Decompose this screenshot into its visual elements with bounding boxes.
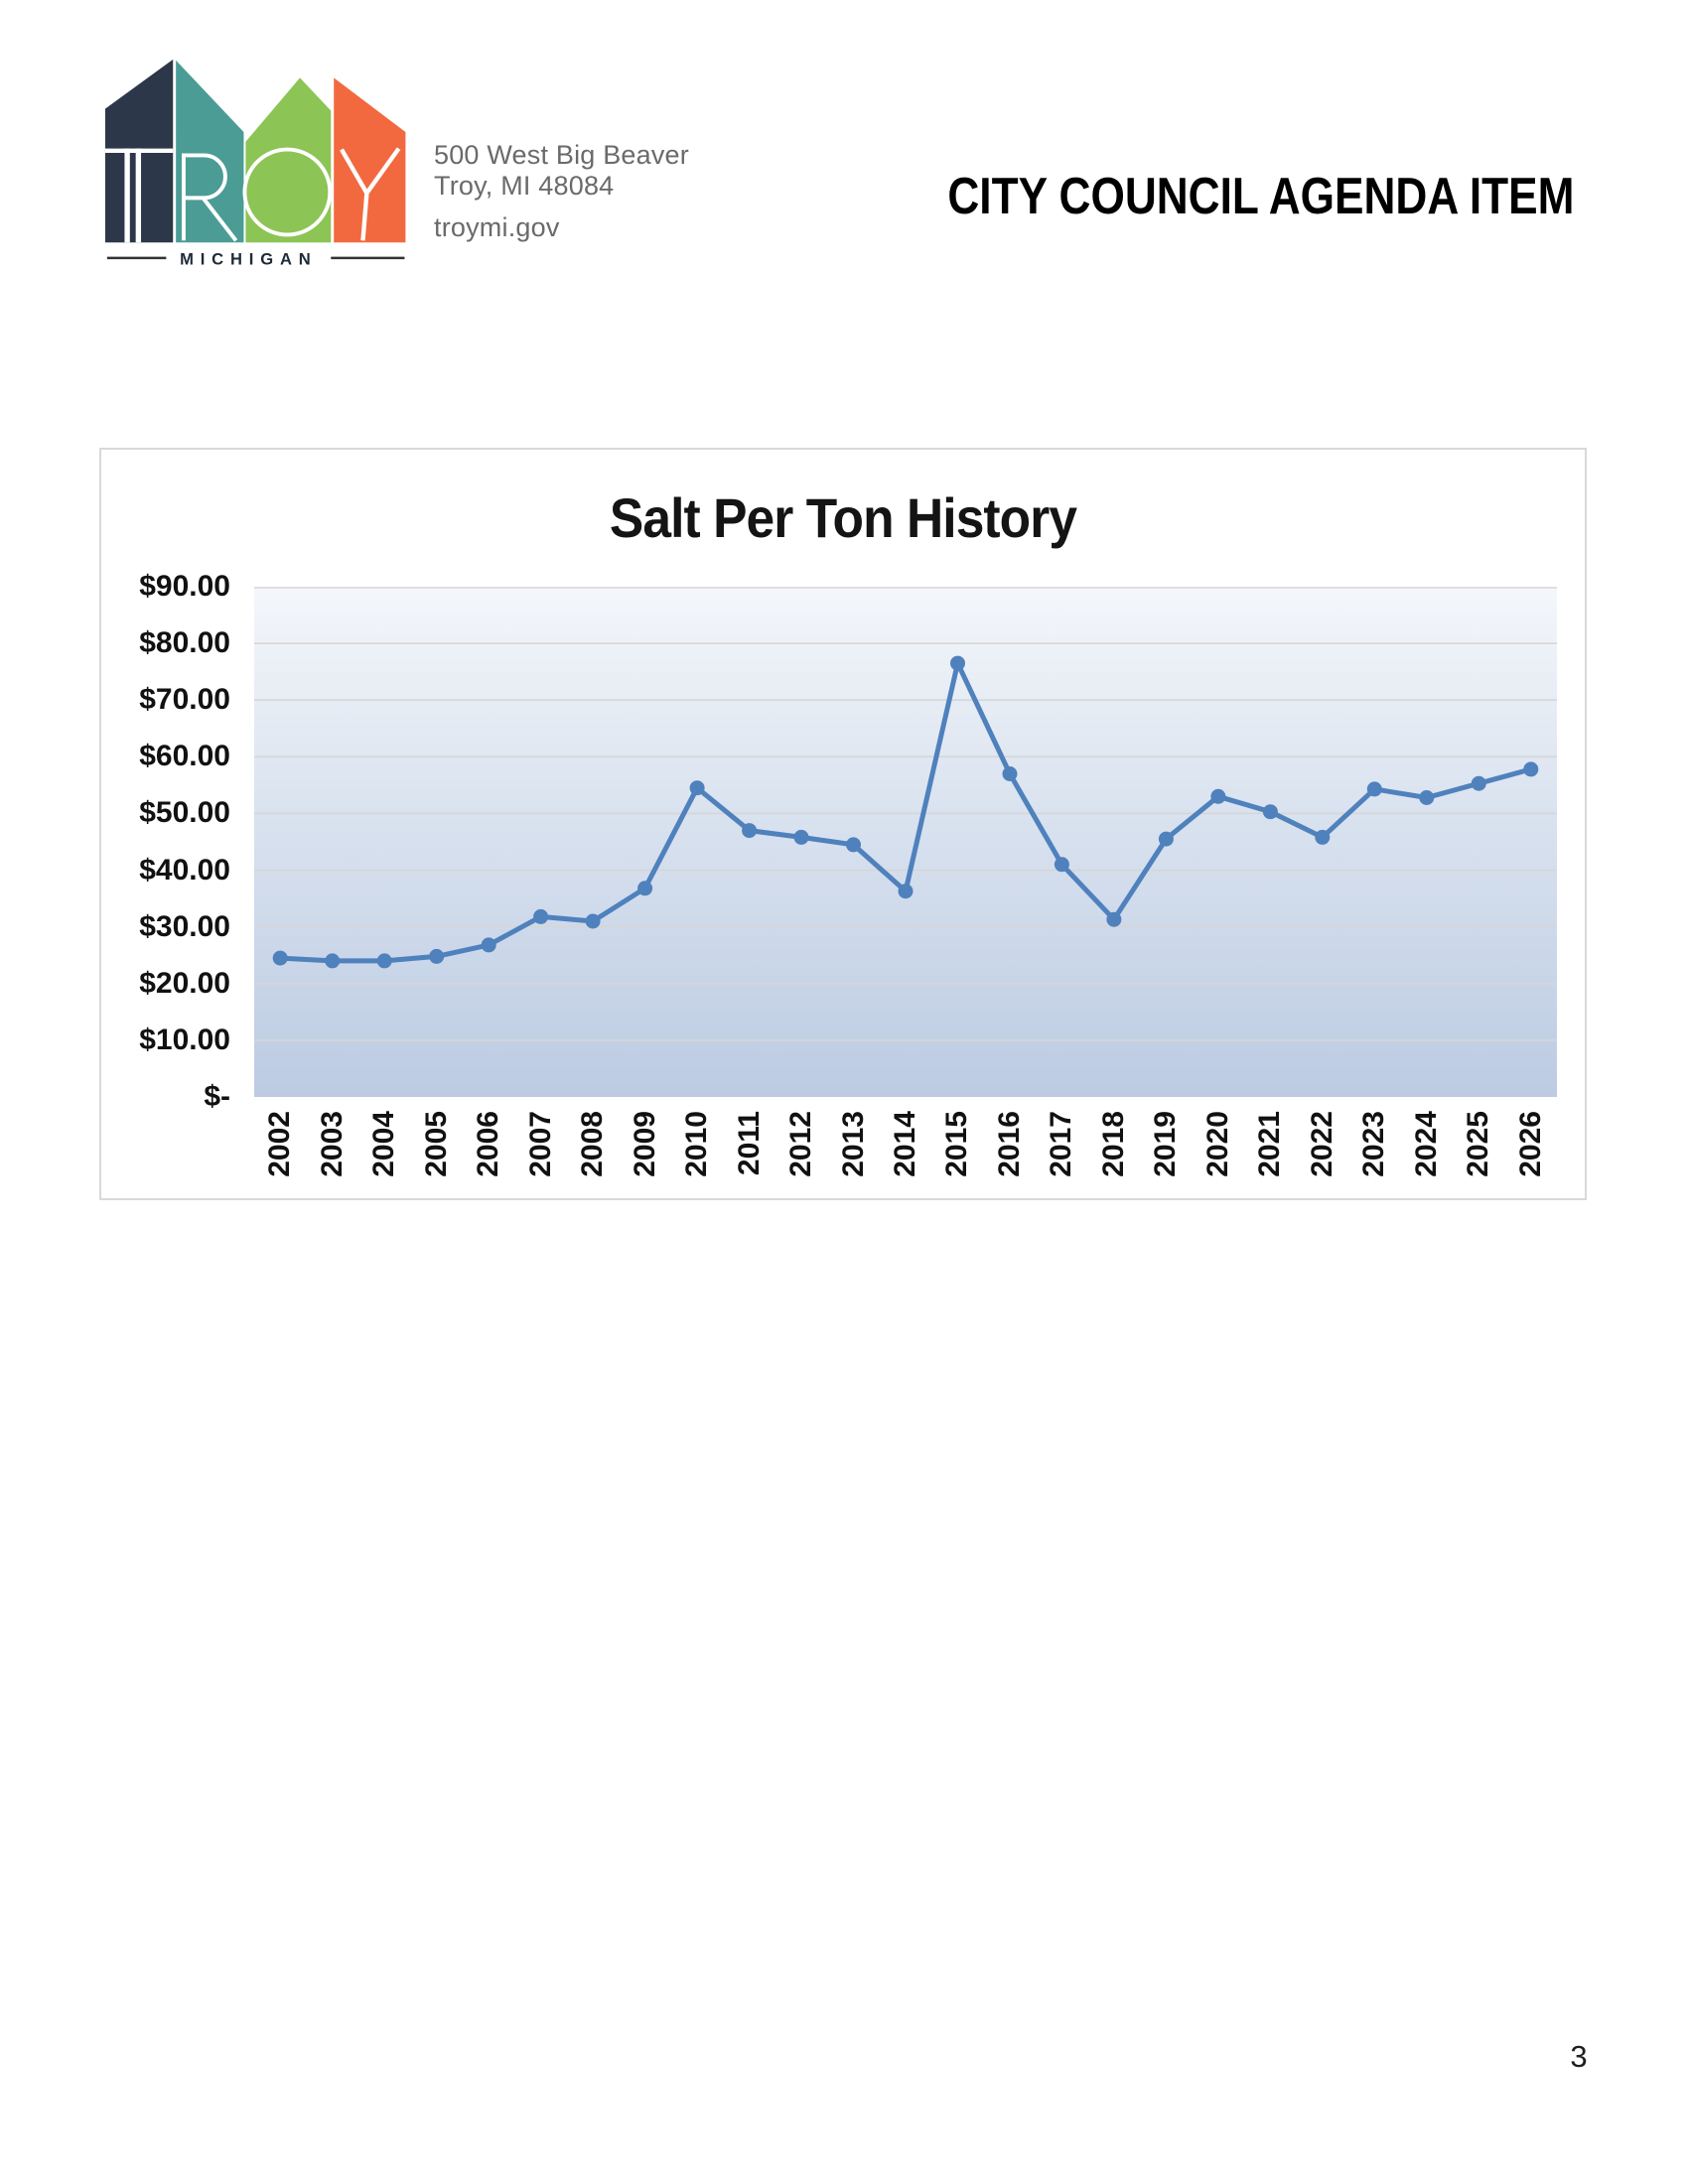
x-tick-label: 2005 [419, 1111, 453, 1177]
data-point-marker [846, 837, 861, 853]
x-tick-label: 2007 [523, 1111, 557, 1177]
x-tick-label: 2010 [680, 1111, 714, 1177]
x-tick-label: 2018 [1096, 1111, 1130, 1177]
data-point-marker [1315, 829, 1331, 845]
data-point-marker [1523, 761, 1539, 777]
x-tick-label: 2002 [263, 1111, 297, 1177]
x-tick-label: 2025 [1462, 1111, 1495, 1177]
x-tick-label: 2017 [1045, 1111, 1078, 1177]
logo-house-o [245, 77, 332, 243]
data-point-marker [429, 948, 445, 964]
x-tick-label: 2003 [315, 1111, 349, 1177]
data-point-marker [1366, 781, 1382, 797]
x-tick-label: 2014 [889, 1111, 921, 1177]
x-axis: 2002 2003 2004 2005 2006 2007 2008 2009 2010 2011… [254, 1111, 1557, 1206]
logo-letter-o [242, 147, 333, 237]
data-point-marker [637, 881, 653, 896]
y-axis: $90.00 $80.00 $70.00 $60.00 $50.00 $40.00 $30.… [101, 450, 232, 1198]
x-tick-label: 2020 [1200, 1111, 1234, 1177]
x-tick-label: 2013 [836, 1111, 870, 1177]
data-point-marker [898, 884, 914, 899]
y-tick-label: $60.00 [139, 740, 230, 773]
logo-letter-t [104, 148, 174, 243]
data-point-marker [1210, 788, 1226, 804]
data-point-marker [325, 953, 341, 969]
x-tick-label: 2015 [940, 1111, 974, 1177]
x-tick-label: 2022 [1305, 1111, 1338, 1177]
y-tick-label: $30.00 [139, 909, 230, 943]
data-point-marker [1471, 775, 1486, 791]
x-tick-label: 2009 [628, 1111, 661, 1177]
x-tick-label: 2004 [367, 1111, 401, 1177]
y-tick-label: $- [204, 1080, 230, 1113]
y-tick-label: $20.00 [139, 966, 230, 1000]
x-tick-label: 2008 [576, 1111, 610, 1177]
y-tick-label: $10.00 [139, 1023, 230, 1056]
y-tick-label: $70.00 [139, 683, 230, 717]
data-point-marker [533, 908, 549, 924]
data-point-marker [793, 829, 809, 845]
data-point-marker [585, 913, 601, 929]
data-point-marker [1158, 831, 1174, 847]
data-point-marker [481, 937, 496, 953]
y-tick-label: $40.00 [139, 853, 230, 887]
data-point-marker [1262, 804, 1278, 820]
troy-logo-graphic: MICHIGAN [104, 59, 406, 269]
salt-price-chart: Salt Per Ton History $90.00 $80.00 $70.00 $… [99, 448, 1587, 1200]
page-number: 3 [1570, 2039, 1588, 2074]
x-tick-label: 2012 [784, 1111, 818, 1177]
y-tick-label: $90.00 [139, 570, 230, 603]
document-title: CITY COUNCIL AGENDA ITEM [946, 168, 1574, 225]
x-tick-label: 2021 [1253, 1111, 1287, 1177]
x-tick-label: 2006 [472, 1111, 505, 1177]
data-point-marker [1106, 911, 1122, 927]
y-tick-label: $80.00 [139, 626, 230, 660]
address-line: Troy, MI 48084 [434, 171, 615, 201]
data-point-marker [742, 823, 758, 839]
chart-title: Salt Per Ton History [609, 486, 1077, 549]
salt-price-line [277, 660, 1534, 964]
logo-michigan-label: MICHIGAN [180, 250, 317, 269]
y-tick-label: $50.00 [139, 796, 230, 830]
city-address: 500 West Big Beaver Troy, MI 48084 troym… [434, 140, 689, 243]
x-tick-label: 2019 [1149, 1111, 1183, 1177]
city-website: troymi.gov [434, 212, 560, 242]
logo-michigan-band: MICHIGAN [106, 250, 405, 269]
x-tick-label: 2026 [1513, 1111, 1547, 1177]
logo-house-y [334, 77, 406, 243]
data-point-marker [376, 953, 392, 969]
data-point-marker [1054, 857, 1069, 873]
data-point-marker [272, 950, 288, 966]
logo-letter-y [340, 147, 401, 241]
data-point-marker [950, 655, 965, 671]
data-point-marker [1419, 790, 1435, 805]
logo-house-r [176, 60, 244, 243]
logo-letter-r [182, 153, 238, 242]
x-tick-label: 2016 [992, 1111, 1026, 1177]
address-line: 500 West Big Beaver [434, 140, 689, 170]
data-point-marker [1002, 766, 1018, 781]
troy-michigan-logo: MICHIGAN [102, 56, 422, 295]
data-point-marker [689, 780, 705, 796]
x-tick-label: 2024 [1409, 1111, 1443, 1177]
x-tick-label: 2023 [1357, 1111, 1391, 1177]
plot-area [254, 587, 1557, 1097]
x-tick-label: 2011 [732, 1111, 766, 1176]
